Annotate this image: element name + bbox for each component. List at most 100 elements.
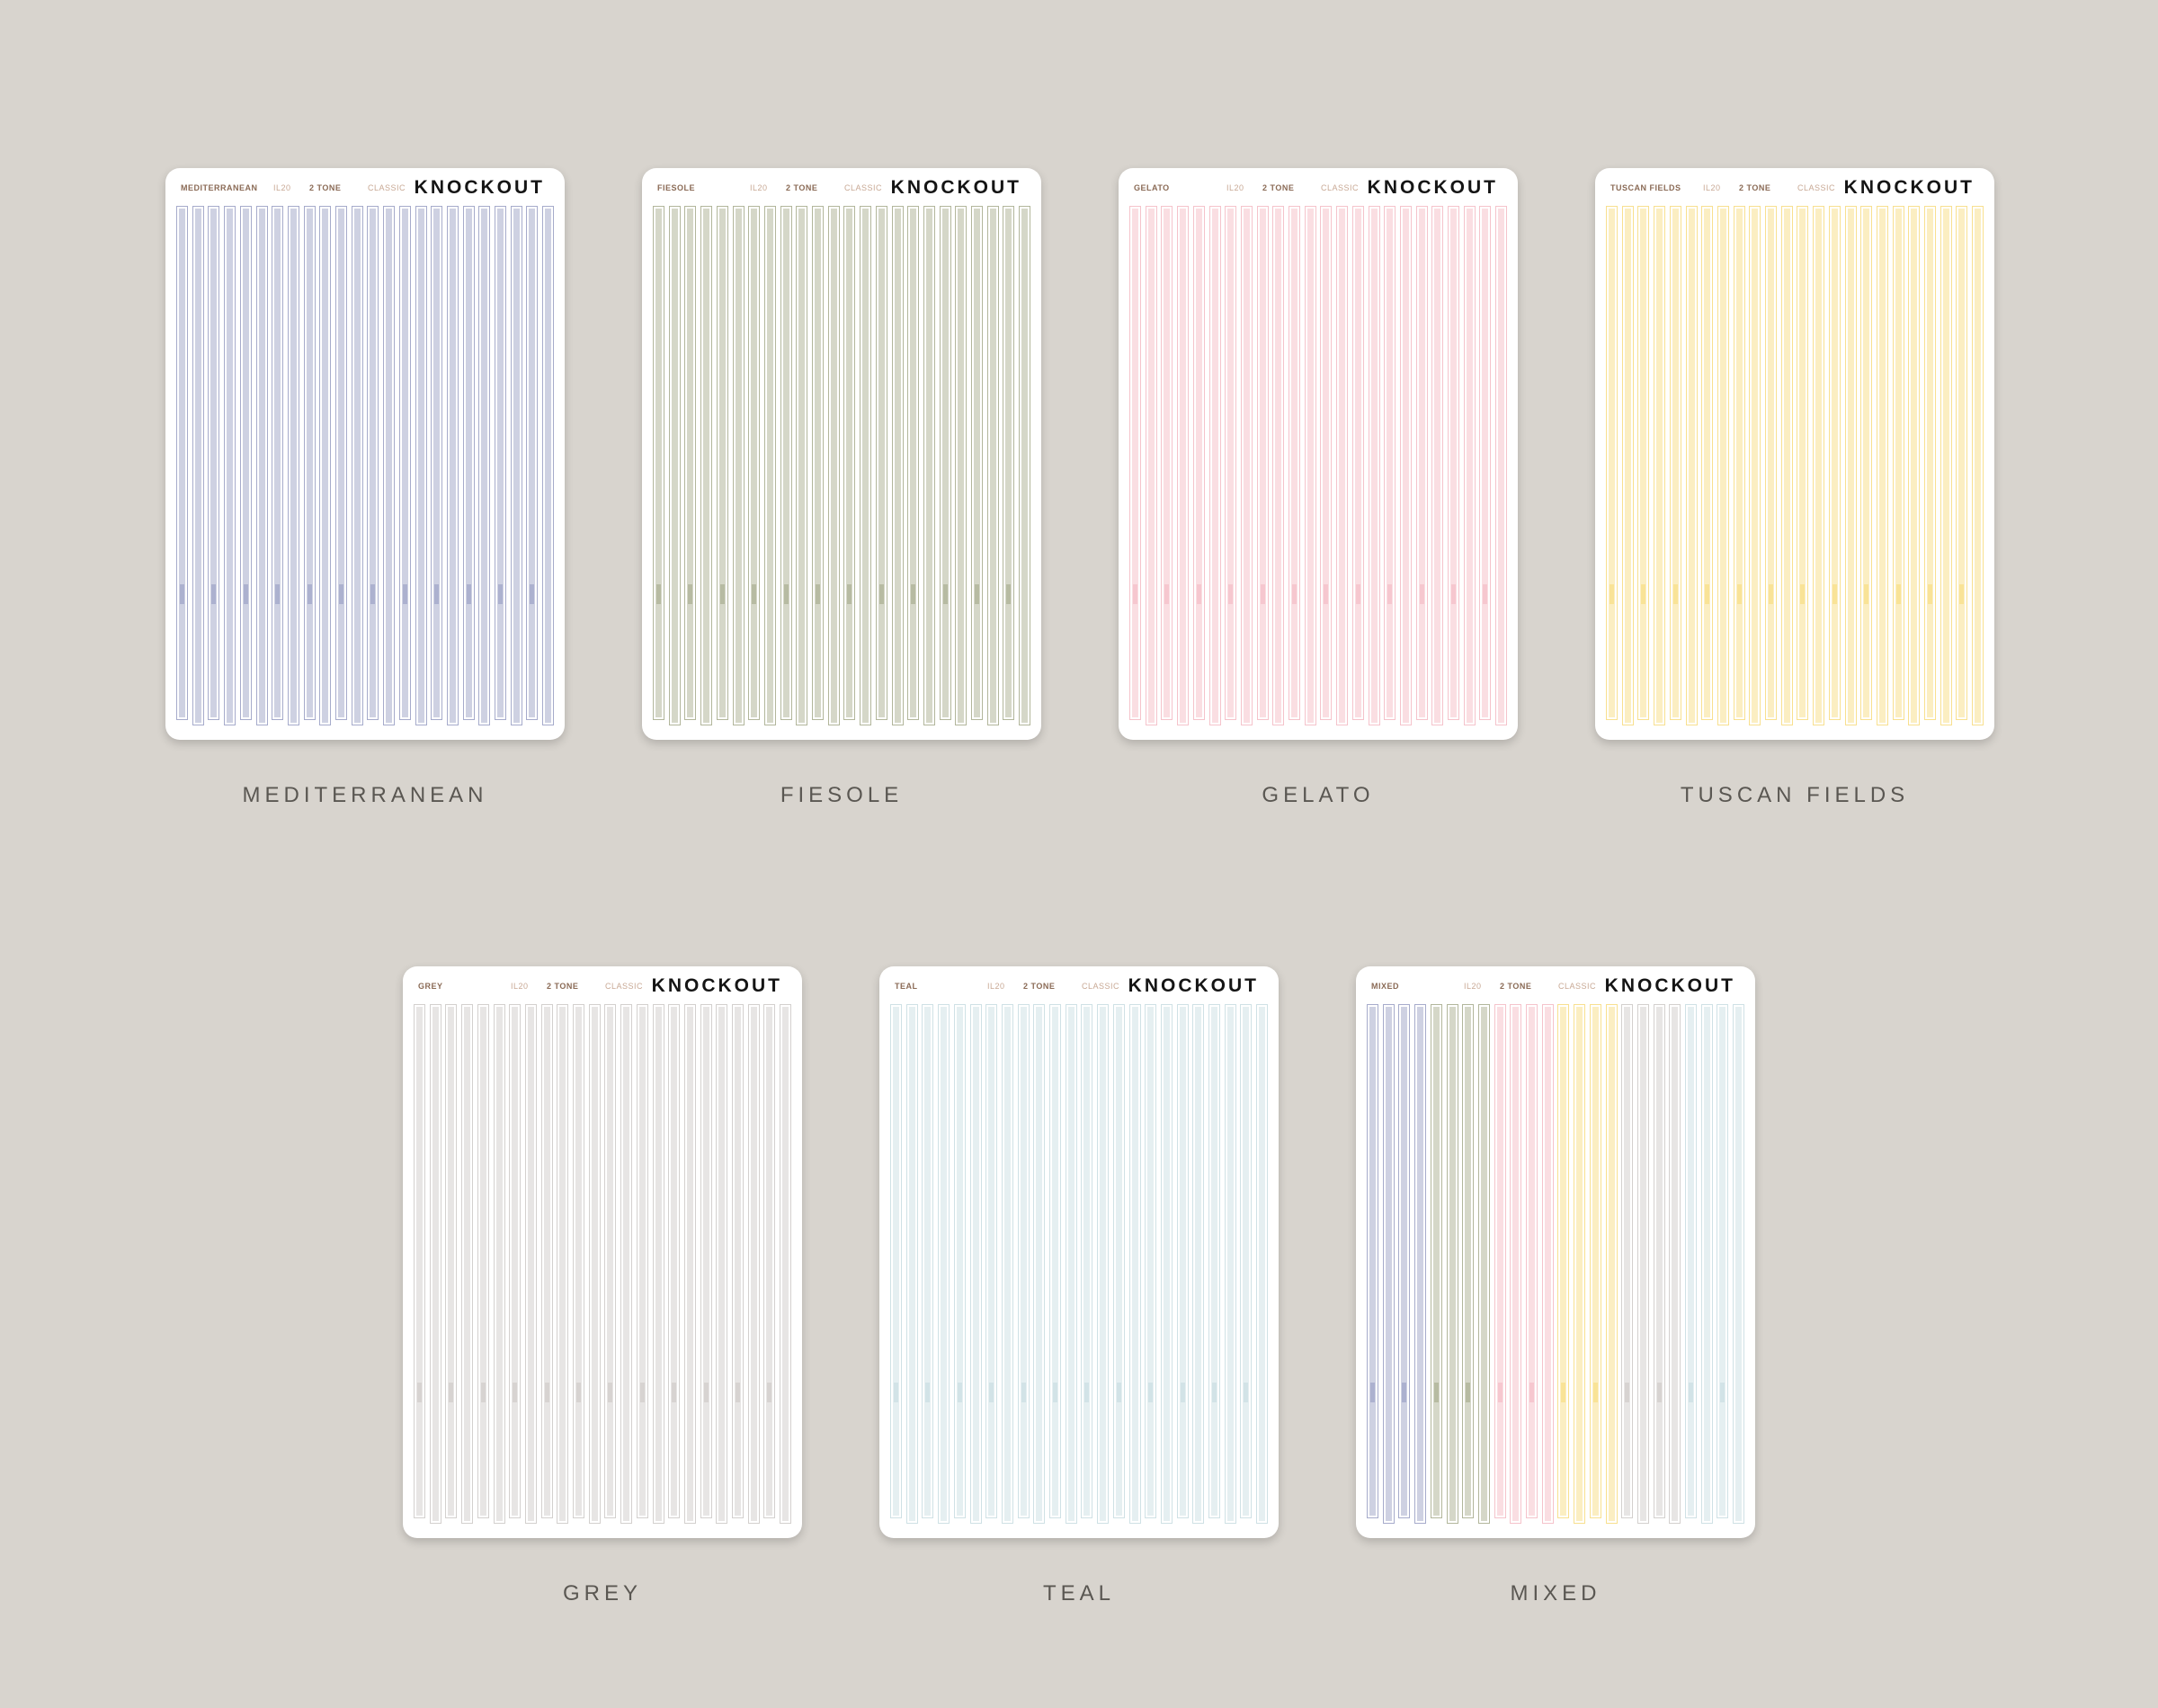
washi-strip (843, 206, 856, 720)
strip-tab (1592, 1383, 1598, 1402)
product-caption: MIXED (1510, 1581, 1601, 1606)
sheet-name: GREY (418, 982, 443, 991)
sheet-style: CLASSIC (605, 982, 644, 991)
strip-tab (1529, 1383, 1534, 1402)
sheet-style: CLASSIC (844, 183, 883, 192)
strip-tab (1244, 1383, 1249, 1402)
strip-tab (1625, 1383, 1630, 1402)
washi-strip (1813, 206, 1825, 725)
washi-strips (642, 168, 1041, 740)
washi-strip (1192, 1004, 1205, 1524)
strip-tab (656, 584, 661, 604)
washi-strips (1119, 168, 1518, 740)
washi-strip (1033, 1004, 1046, 1524)
strip-tab (816, 584, 820, 604)
washi-strip (509, 1004, 522, 1518)
sheet-name: MIXED (1371, 982, 1400, 991)
washi-strip (272, 206, 284, 720)
washi-strip (905, 1004, 918, 1524)
washi-strip (668, 1004, 681, 1518)
washi-strip (1733, 1004, 1745, 1524)
sheet-tone: 2 TONE (1262, 183, 1295, 192)
strip-tab (402, 584, 407, 604)
strip-tab (767, 1383, 772, 1402)
strip-tab (1769, 584, 1773, 604)
washi-strip (1717, 1004, 1729, 1518)
washi-strip (1765, 206, 1777, 720)
washi-strip (446, 206, 459, 725)
washi-strip (239, 206, 252, 720)
strip-tab (1928, 584, 1932, 604)
strip-tab (530, 584, 535, 604)
strip-tab (989, 1383, 994, 1402)
strip-tab (449, 1383, 454, 1402)
washi-strip (684, 206, 697, 720)
washi-strip (763, 1004, 776, 1518)
strip-tab (434, 584, 440, 604)
strip-tab (1433, 1383, 1439, 1402)
washi-strip (1384, 206, 1396, 720)
washi-strip (1685, 206, 1698, 725)
strip-tab (1641, 584, 1646, 604)
washi-strip (1208, 1004, 1220, 1518)
washi-strip (700, 206, 713, 725)
strip-tab (639, 1383, 645, 1402)
strip-tab (1610, 584, 1614, 604)
strip-tab (1196, 584, 1201, 604)
washi-strip (1065, 1004, 1077, 1524)
strip-tab (1084, 1383, 1090, 1402)
washi-strip (1654, 206, 1666, 725)
product-caption: FIESOLE (780, 783, 904, 807)
sheet-name: TEAL (895, 982, 918, 991)
washi-strip (1780, 206, 1793, 725)
washi-strip (557, 1004, 569, 1524)
washi-strip (1446, 1004, 1458, 1524)
washi-strip (477, 1004, 489, 1518)
washi-strip (303, 206, 316, 720)
strip-tab (1180, 1383, 1185, 1402)
brand-logo: KNOCKOUT (651, 975, 782, 996)
washi-strip (319, 206, 332, 725)
washi-strip (540, 1004, 553, 1518)
washi-strip (1176, 1004, 1189, 1518)
sheet-style: CLASSIC (1321, 183, 1360, 192)
washi-strip (1192, 206, 1205, 720)
washi-strip (1621, 206, 1634, 725)
washi-strip (1208, 206, 1221, 725)
product-mediterranean: MEDITERRANEAN IL20 2 TONE CLASSIC KNOCKO… (165, 168, 565, 808)
washi-strip (1477, 1004, 1490, 1524)
washi-strip (1479, 206, 1492, 720)
sheet-header: MIXED IL20 2 TONE CLASSIC KNOCKOUT (1356, 966, 1755, 1002)
product-caption: GREY (562, 1581, 642, 1606)
washi-strip (653, 206, 664, 720)
washi-strip (510, 206, 522, 725)
strip-tab (1053, 1383, 1057, 1402)
strip-tab (1483, 584, 1488, 604)
washi-strip (1398, 1004, 1411, 1518)
washi-strip (351, 206, 363, 725)
washi-strip (652, 1004, 664, 1524)
sheet-code: IL20 (511, 982, 529, 991)
washi-strip (1161, 206, 1173, 720)
strip-tab (1736, 584, 1742, 604)
strip-tab (736, 1383, 740, 1402)
washi-strip (1860, 206, 1873, 720)
product-caption: GELATO (1262, 783, 1375, 807)
washi-strip (1289, 206, 1300, 720)
sticker-sheet: TUSCAN FIELDS IL20 2 TONE CLASSIC KNOCKO… (1595, 168, 1994, 740)
strip-tab (498, 584, 503, 604)
washi-strip (1797, 206, 1809, 720)
washi-strip (1240, 1004, 1253, 1518)
washi-strip (224, 206, 236, 725)
brand-logo: KNOCKOUT (1367, 177, 1498, 198)
strip-tab (480, 1383, 486, 1402)
washi-strip (907, 206, 920, 720)
strip-tab (942, 584, 948, 604)
washi-strip (1606, 206, 1618, 720)
brand-logo: KNOCKOUT (890, 177, 1021, 198)
washi-strip (1510, 1004, 1522, 1524)
strip-tab (1720, 1383, 1726, 1402)
washi-strip (1494, 1004, 1506, 1518)
washi-strip (1049, 1004, 1061, 1518)
washi-strip (1177, 206, 1190, 725)
